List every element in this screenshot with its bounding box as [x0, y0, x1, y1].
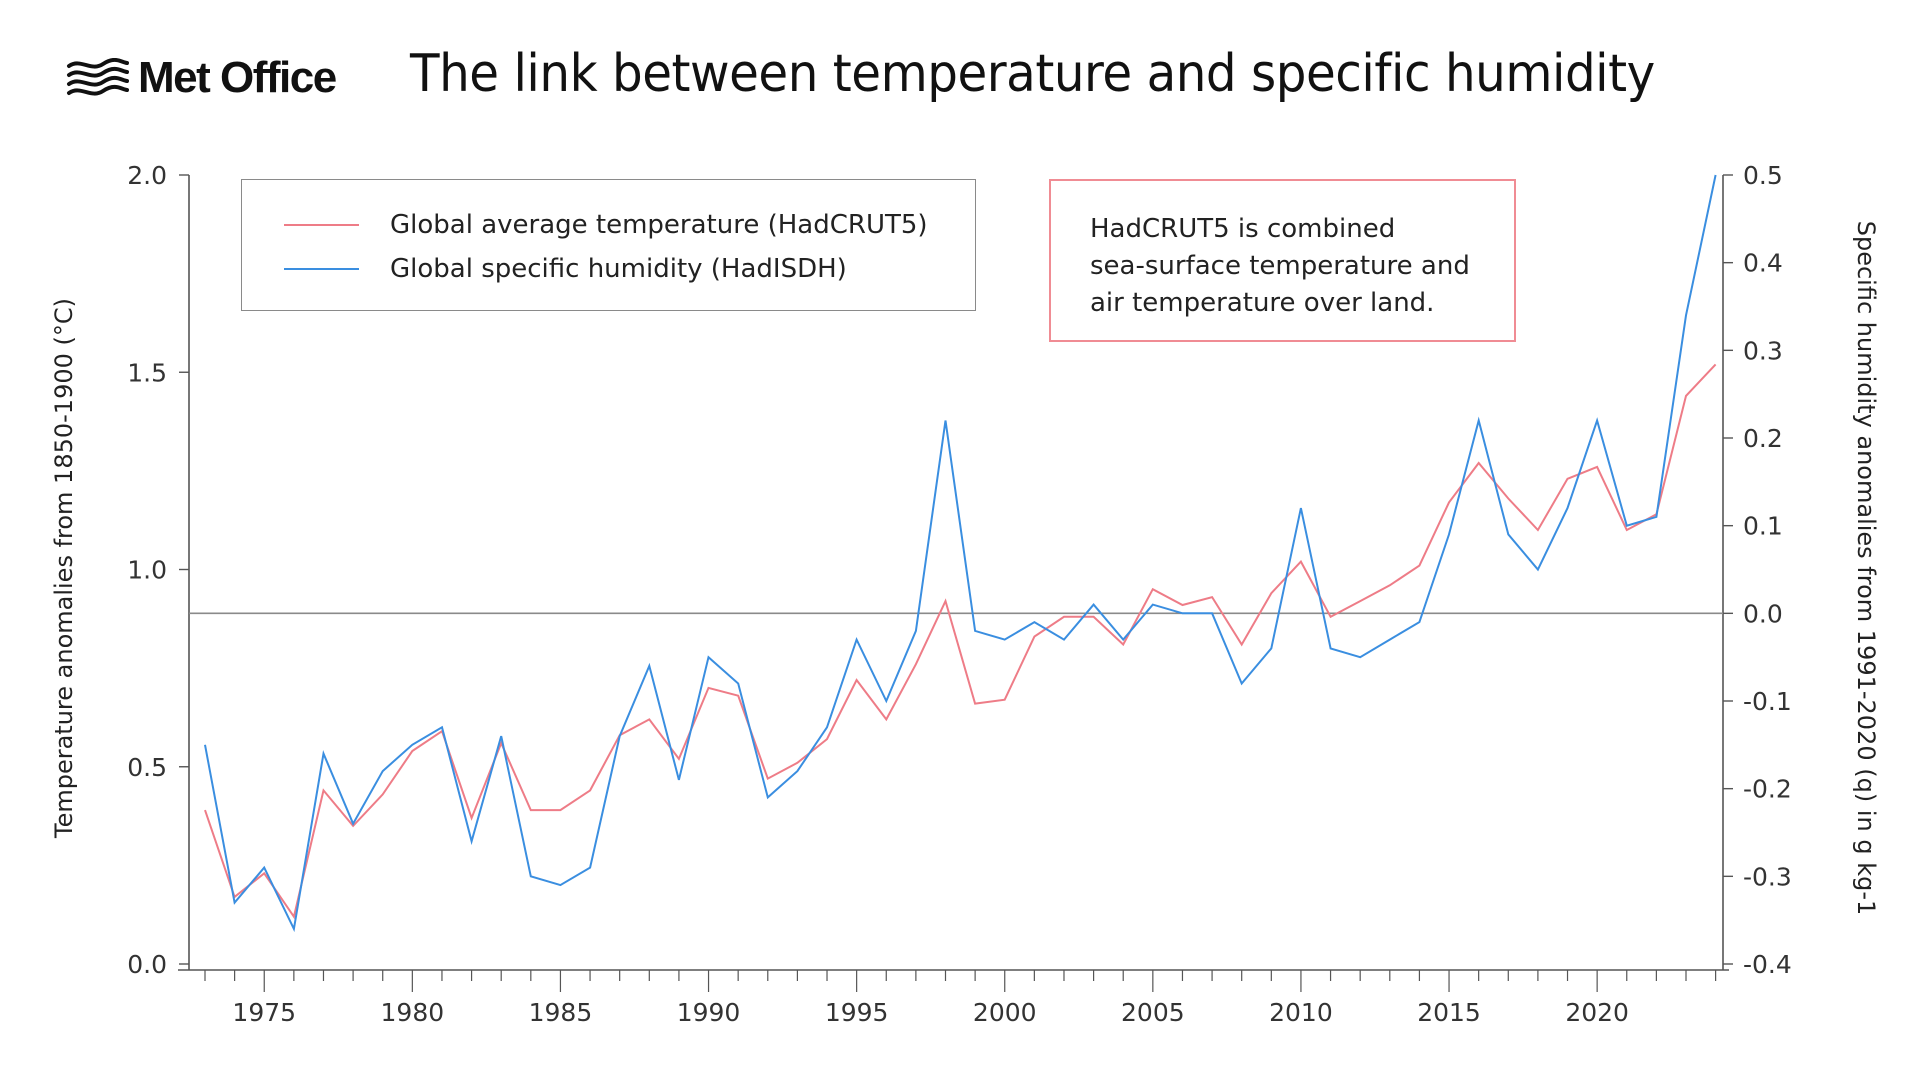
- humidity-series-line: [204, 174, 1717, 933]
- legend-item-temperature: Global average temperature (HadCRUT5): [284, 210, 928, 240]
- series-group: [204, 174, 1717, 933]
- y-left-tick-label: 0.0: [127, 950, 167, 979]
- y-right-tick-label: -0.3: [1743, 862, 1792, 891]
- x-tick-label: 1975: [232, 998, 296, 1027]
- y-left-tick-label: 0.5: [127, 753, 167, 782]
- y-right-tick-label: -0.4: [1743, 950, 1792, 979]
- y-right-tick-label: -0.2: [1743, 775, 1792, 804]
- legend-item-humidity: Global specific humidity (HadISDH): [284, 254, 847, 284]
- legend-label-humidity: Global specific humidity (HadISDH): [390, 254, 847, 284]
- x-tick-label: 2010: [1269, 998, 1333, 1027]
- y-right-tick-label: -0.1: [1743, 687, 1792, 716]
- x-tick-label: 1980: [381, 998, 445, 1027]
- ticks: 0.0 0.5 1.0 1.5 2.0 -0.4 -0.3 -0.2 -0.1 0.0 0.1 0.2…: [127, 161, 1792, 1027]
- x-tick-label: 2020: [1565, 998, 1629, 1027]
- met-office-logo: Met Office: [66, 50, 337, 106]
- y-left-tick-label: 1.5: [127, 358, 167, 387]
- x-tick-label: 2000: [973, 998, 1037, 1027]
- logo-text: Met Office: [138, 53, 337, 102]
- y-left-tick-label: 1.0: [127, 556, 167, 585]
- y-right-tick-label: 0.4: [1743, 249, 1783, 278]
- axes: [178, 175, 1729, 971]
- temperature-series-line: [204, 363, 1717, 920]
- y-right-tick-label: 0.3: [1743, 336, 1783, 365]
- y-right-tick-label: 0.0: [1743, 599, 1783, 628]
- y-right-tick-label: 0.5: [1743, 161, 1783, 190]
- legend: Global average temperature (HadCRUT5) Gl…: [241, 179, 976, 311]
- legend-swatch-humidity: [284, 268, 359, 270]
- x-tick-label: 2005: [1121, 998, 1185, 1027]
- y-axis-right-title: Specific humidity anomalies from 1991-20…: [1852, 221, 1880, 916]
- x-tick-label: 1990: [677, 998, 741, 1027]
- temperature-points: [204, 363, 1716, 917]
- met-office-waves-icon: [67, 58, 129, 96]
- x-tick-label: 2015: [1417, 998, 1481, 1027]
- y-right-tick-label: 0.2: [1743, 424, 1783, 453]
- annotation-box: HadCRUT5 is combined sea-surface tempera…: [1049, 179, 1516, 342]
- annotation-text: HadCRUT5 is combined sea-surface tempera…: [1090, 214, 1470, 318]
- x-tick-label: 1995: [825, 998, 889, 1027]
- x-tick-label: 1985: [529, 998, 593, 1027]
- page-title: The link between temperature and specifi…: [410, 44, 1655, 104]
- legend-label-temperature: Global average temperature (HadCRUT5): [390, 210, 928, 240]
- y-axis-left-title: Temperature anomalies from 1850-1900 (°C…: [50, 298, 78, 839]
- y-left-tick-label: 2.0: [127, 161, 167, 190]
- legend-swatch-temperature: [284, 224, 359, 226]
- y-right-tick-label: 0.1: [1743, 512, 1783, 541]
